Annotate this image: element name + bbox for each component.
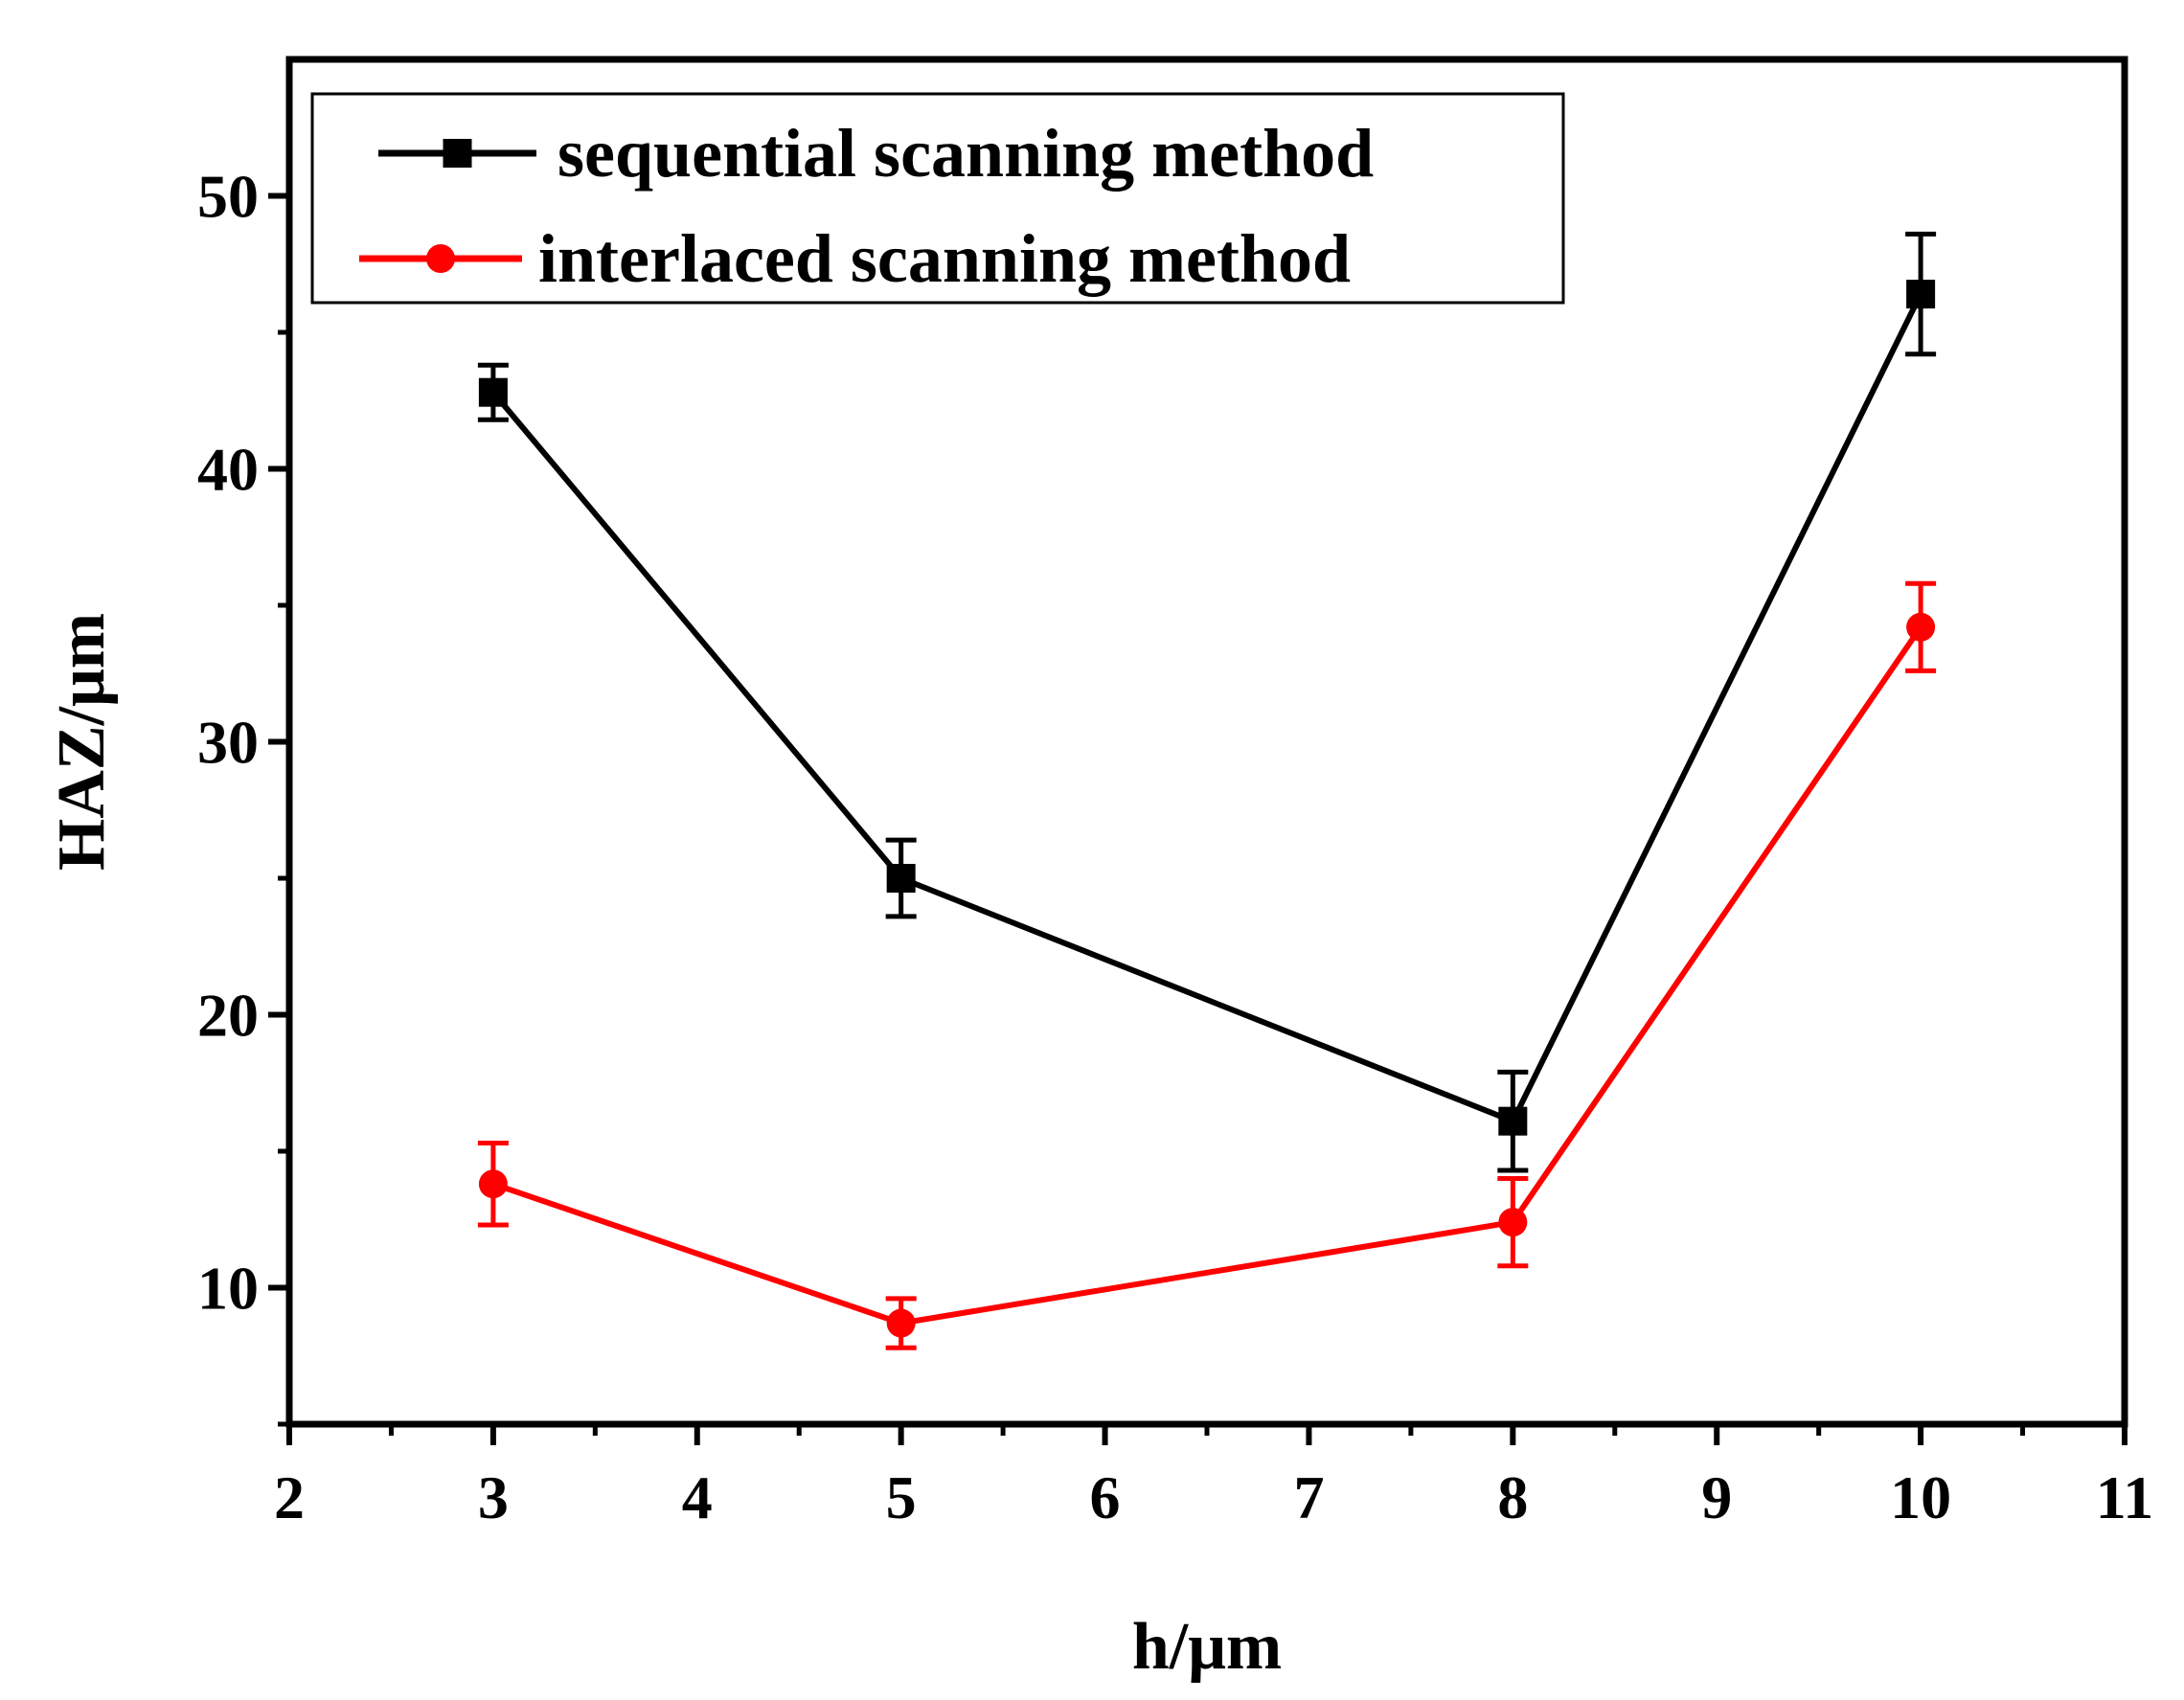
- x-tick-label: 3: [478, 1463, 509, 1531]
- x-tick-label: 6: [1090, 1463, 1121, 1531]
- axis-ticks: [268, 193, 2127, 1445]
- y-axis-title: HAZ/μm: [45, 613, 119, 871]
- series-lines: [490, 292, 1923, 1326]
- y-tick-label: 30: [197, 709, 259, 777]
- x-tick-label: 4: [682, 1463, 713, 1531]
- data-point: [478, 377, 508, 407]
- data-point: [478, 1169, 508, 1199]
- legend-entry: interlaced scanning method: [359, 220, 1351, 297]
- legend-marker: [426, 244, 455, 273]
- data-point: [886, 1308, 916, 1338]
- data-markers: [478, 280, 1936, 1338]
- data-point: [1498, 1208, 1528, 1237]
- series-line-1: [490, 292, 1923, 1124]
- legend-box: [310, 92, 1565, 305]
- legend: sequential scanning method interlaced sca…: [310, 92, 1565, 305]
- x-tick-label: 5: [886, 1463, 917, 1531]
- data-point: [1906, 280, 1936, 309]
- data-point: [1498, 1106, 1528, 1136]
- y-tick-label: 40: [197, 436, 259, 504]
- x-tick-label: 10: [1890, 1463, 1951, 1531]
- x-tick-label: 9: [1701, 1463, 1732, 1531]
- legend-marker: [443, 139, 472, 168]
- y-tick-label: 20: [197, 982, 259, 1050]
- x-tick-label: 7: [1293, 1463, 1324, 1531]
- x-axis-title: h/μm: [1132, 1610, 1282, 1684]
- data-point: [886, 864, 916, 893]
- y-tick-label: 50: [197, 163, 259, 231]
- legend-label: sequential scanning method: [557, 115, 1374, 192]
- legend-label: interlaced scanning method: [538, 220, 1351, 297]
- x-tick-label: 8: [1497, 1463, 1528, 1531]
- legend-entry: sequential scanning method: [378, 115, 1374, 192]
- x-tick-label: 2: [274, 1463, 305, 1531]
- data-point: [1906, 612, 1936, 642]
- series-line-2: [491, 625, 1923, 1326]
- y-tick-label: 10: [197, 1255, 259, 1323]
- tick-labels: 2 3 4 5 6 7 8 9 10 11 10 20 30 40 50: [197, 163, 2153, 1532]
- x-tick-label: 11: [2096, 1463, 2153, 1531]
- error-bars: [477, 231, 1937, 1350]
